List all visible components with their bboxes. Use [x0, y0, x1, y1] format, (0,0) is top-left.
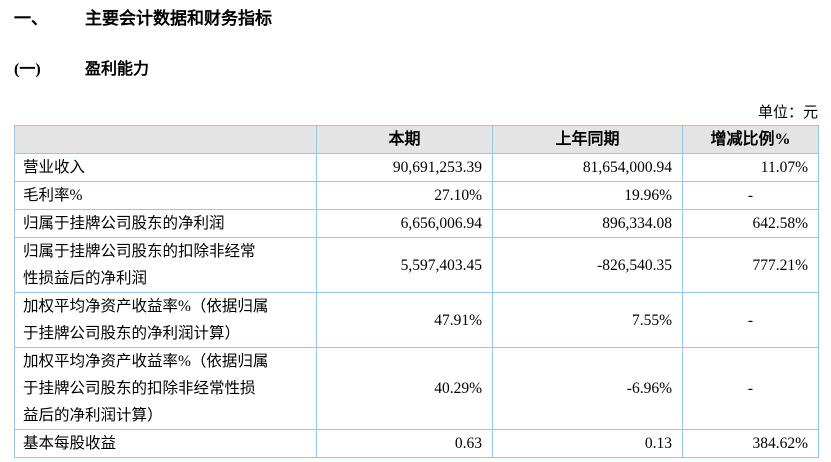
- table-row-net-profit: 归属于挂牌公司股东的净利润 6,656,006.94 896,334.08 64…: [14, 209, 819, 238]
- value-prior: 7.55%: [492, 292, 683, 348]
- column-header-prior-period: 上年同期: [492, 125, 683, 154]
- table-row-weighted-avg-roe: 加权平均净资产收益率%（依据归属 于挂牌公司股东的净利润计算） 47.91% 7…: [14, 292, 819, 348]
- section-heading: 一、 主要会计数据和财务指标: [14, 9, 818, 29]
- table-row-basic-eps: 基本每股收益 0.63 0.13 384.62%: [14, 429, 819, 458]
- subsection-number: (一): [14, 61, 41, 78]
- value-change: 777.21%: [682, 237, 819, 293]
- row-label: 归属于挂牌公司股东的净利润: [14, 209, 317, 238]
- value-prior: 19.96%: [492, 181, 683, 210]
- value-prior: 81,654,000.94: [492, 153, 683, 182]
- value-prior: -826,540.35: [492, 237, 683, 293]
- value-current: 0.63: [316, 429, 493, 458]
- value-change: -: [682, 181, 819, 210]
- value-current: 27.10%: [316, 181, 493, 210]
- row-label: 营业收入: [14, 153, 317, 182]
- column-header-current-period: 本期: [316, 125, 493, 154]
- value-change: 642.58%: [682, 209, 819, 238]
- subsection-heading: (一) 盈利能力: [14, 60, 818, 79]
- value-change: -: [682, 292, 819, 348]
- section-number: 一、: [14, 9, 48, 28]
- financial-indicators-table: 本期 上年同期 增减比例% 营业收入 90,691,253.39 81,654,…: [14, 125, 819, 458]
- value-prior: -6.96%: [492, 347, 683, 430]
- table-header-row: 本期 上年同期 增减比例%: [14, 125, 819, 154]
- row-label: 归属于挂牌公司股东的扣除非经常 性损益后的净利润: [14, 237, 317, 293]
- value-change: 11.07%: [682, 153, 819, 182]
- value-change: 384.62%: [682, 429, 819, 458]
- table-row-revenue: 营业收入 90,691,253.39 81,654,000.94 11.07%: [14, 153, 819, 182]
- value-current: 40.29%: [316, 347, 493, 430]
- unit-label: 单位：元: [757, 105, 818, 121]
- subsection-title: 盈利能力: [85, 61, 150, 78]
- value-current: 47.91%: [316, 292, 493, 348]
- table-row-weighted-avg-roe-excl-nonrecurring: 加权平均净资产收益率%（依据归属 于挂牌公司股东的扣除非经常性损 益后的净利润计…: [14, 347, 819, 430]
- value-current: 90,691,253.39: [316, 153, 493, 182]
- value-current: 5,597,403.45: [316, 237, 493, 293]
- row-label: 基本每股收益: [14, 429, 317, 458]
- row-label: 加权平均净资产收益率%（依据归属 于挂牌公司股东的扣除非经常性损 益后的净利润计…: [14, 347, 317, 430]
- column-header-indicator: [14, 125, 317, 154]
- row-label: 毛利率%: [14, 181, 317, 210]
- row-label: 加权平均净资产收益率%（依据归属 于挂牌公司股东的净利润计算）: [14, 292, 317, 348]
- table-row-net-profit-excl-nonrecurring: 归属于挂牌公司股东的扣除非经常 性损益后的净利润 5,597,403.45 -8…: [14, 237, 819, 293]
- value-current: 6,656,006.94: [316, 209, 493, 238]
- column-header-change-ratio: 增减比例%: [682, 125, 819, 154]
- value-prior: 896,334.08: [492, 209, 683, 238]
- section-title: 主要会计数据和财务指标: [85, 9, 272, 28]
- value-prior: 0.13: [492, 429, 683, 458]
- value-change: -: [682, 347, 819, 430]
- table-row-gross-margin: 毛利率% 27.10% 19.96% -: [14, 181, 819, 210]
